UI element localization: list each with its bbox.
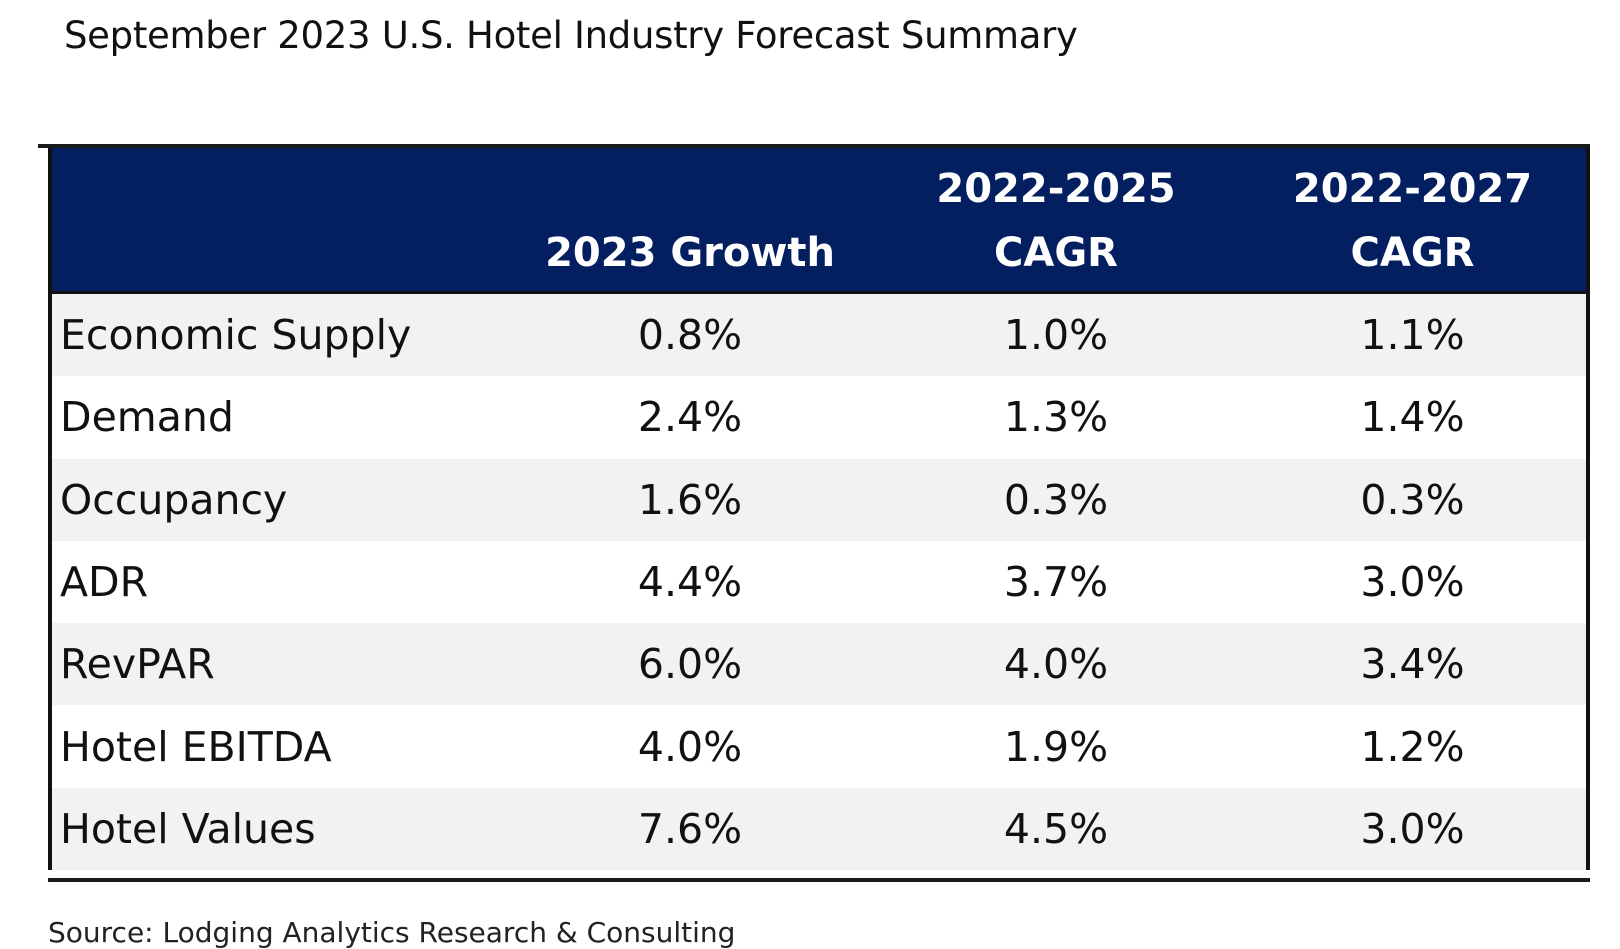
- cell-2022-2025-cagr: 4.5%: [1003, 804, 1109, 853]
- header-label-line1: 2022-2025: [936, 166, 1176, 212]
- cell-2022-2027-cagr: 3.0%: [1360, 804, 1465, 853]
- row-label: Hotel EBITDA: [60, 722, 332, 771]
- cell-2022-2027-cagr: 1.4%: [1360, 393, 1465, 442]
- cell-2022-2025-cagr: 3.7%: [1003, 558, 1109, 607]
- row-label: Occupancy: [60, 475, 288, 524]
- row-label: ADR: [60, 558, 149, 607]
- table-row: RevPAR 6.0% 4.0% 3.4%: [52, 623, 1586, 706]
- header-label-line2: CAGR: [1350, 230, 1475, 276]
- row-label: Economic Supply: [60, 311, 412, 360]
- cell-2023-growth: 7.6%: [637, 804, 743, 853]
- cell-2023-growth: 2.4%: [637, 393, 743, 442]
- table-row: Hotel Values 7.6% 4.5% 3.0%: [52, 787, 1586, 871]
- forecast-table: 2023 Growth 2022-2025 CAGR 2022-2027 CAG…: [48, 148, 1590, 871]
- cell-2022-2027-cagr: 3.0%: [1360, 558, 1465, 607]
- row-label: RevPAR: [60, 640, 215, 689]
- cell-2023-growth: 0.8%: [637, 311, 743, 360]
- table-row: Economic Supply 0.8% 1.0% 1.1%: [52, 294, 1586, 377]
- source-text: Source: Lodging Analytics Research & Con…: [48, 916, 736, 949]
- header-label-line2: CAGR: [994, 230, 1118, 276]
- source-note: Source: Lodging Analytics Research & Con…: [48, 866, 735, 949]
- cell-2022-2027-cagr: 3.4%: [1360, 640, 1465, 689]
- cell-2022-2027-cagr: 0.3%: [1360, 475, 1465, 524]
- table-row: ADR 4.4% 3.7% 3.0%: [52, 541, 1586, 623]
- cell-2022-2025-cagr: 1.9%: [1003, 722, 1109, 771]
- table-body: Economic Supply 0.8% 1.0% 1.1% Demand 2.4% 1.3…: [52, 294, 1586, 871]
- cell-2022-2025-cagr: 1.3%: [1003, 393, 1109, 442]
- cell-2023-growth: 4.0%: [637, 722, 743, 771]
- bottom-rule: [48, 878, 1590, 882]
- cell-2023-growth: 6.0%: [637, 640, 743, 689]
- row-label: Demand: [60, 393, 234, 442]
- header-2022-2027-cagr: 2022-2027 CAGR: [1239, 148, 1586, 291]
- header-label-line1: 2022-2027: [1292, 166, 1533, 212]
- header-2023-growth: 2023 Growth: [507, 148, 873, 291]
- cell-2022-2027-cagr: 1.1%: [1360, 311, 1465, 360]
- table-row: Demand 2.4% 1.3% 1.4%: [52, 376, 1586, 458]
- header-blank: [52, 148, 507, 291]
- table-header: 2023 Growth 2022-2025 CAGR 2022-2027 CAG…: [52, 148, 1586, 294]
- top-rule: [38, 144, 1590, 148]
- cell-2022-2025-cagr: 1.0%: [1003, 311, 1109, 360]
- table-row: Occupancy 1.6% 0.3% 0.3%: [52, 458, 1586, 541]
- cell-2022-2027-cagr: 1.2%: [1360, 722, 1465, 771]
- cell-2023-growth: 1.6%: [637, 475, 743, 524]
- header-2022-2025-cagr: 2022-2025 CAGR: [873, 148, 1239, 291]
- row-label: Hotel Values: [60, 804, 316, 853]
- header-label: 2023 Growth: [545, 230, 835, 276]
- table-row: Hotel EBITDA 4.0% 1.9% 1.2%: [52, 705, 1586, 787]
- cell-2022-2025-cagr: 4.0%: [1003, 640, 1109, 689]
- page-title: September 2023 U.S. Hotel Industry Forec…: [64, 14, 1078, 57]
- cell-2023-growth: 4.4%: [637, 558, 743, 607]
- cell-2022-2025-cagr: 0.3%: [1003, 475, 1109, 524]
